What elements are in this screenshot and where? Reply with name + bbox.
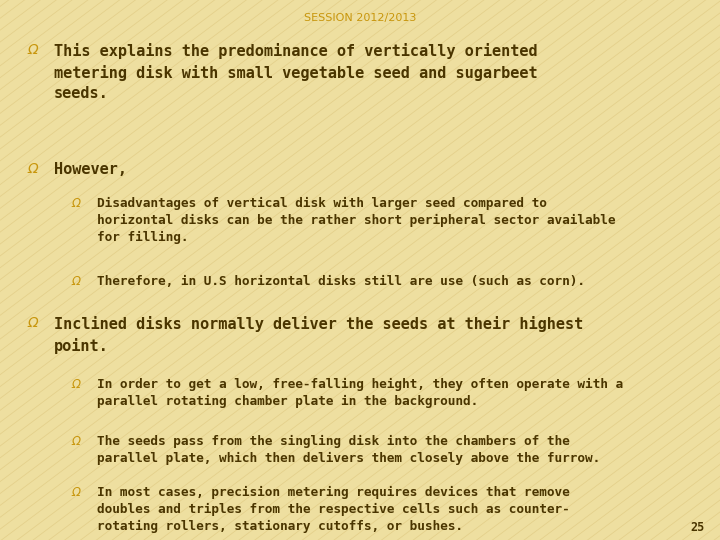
Text: Therefore, in U.S horizontal disks still are use (such as corn).: Therefore, in U.S horizontal disks still…	[97, 275, 585, 288]
Text: In order to get a low, free-falling height, they often operate with a
parallel r: In order to get a low, free-falling heig…	[97, 378, 624, 408]
Text: 25: 25	[690, 521, 704, 534]
Text: This explains the predominance of vertically oriented
metering disk with small v: This explains the predominance of vertic…	[54, 43, 538, 102]
Text: Ω: Ω	[27, 316, 37, 330]
Text: In most cases, precision metering requires devices that remove
doubles and tripl: In most cases, precision metering requir…	[97, 486, 570, 534]
Text: Inclined disks normally deliver the seeds at their highest
point.: Inclined disks normally deliver the seed…	[54, 316, 583, 354]
Text: Ω: Ω	[71, 435, 80, 448]
Text: However,: However,	[54, 162, 127, 177]
Text: SESSION 2012/2013: SESSION 2012/2013	[304, 14, 416, 24]
Text: Disadvantages of vertical disk with larger seed compared to
horizontal disks can: Disadvantages of vertical disk with larg…	[97, 197, 616, 245]
Text: Ω: Ω	[71, 378, 80, 391]
Text: Ω: Ω	[71, 486, 80, 499]
Text: Ω: Ω	[71, 275, 80, 288]
Text: Ω: Ω	[27, 43, 37, 57]
Text: The seeds pass from the singling disk into the chambers of the
parallel plate, w: The seeds pass from the singling disk in…	[97, 435, 600, 465]
Text: Ω: Ω	[71, 197, 80, 210]
Text: Ω: Ω	[27, 162, 37, 176]
